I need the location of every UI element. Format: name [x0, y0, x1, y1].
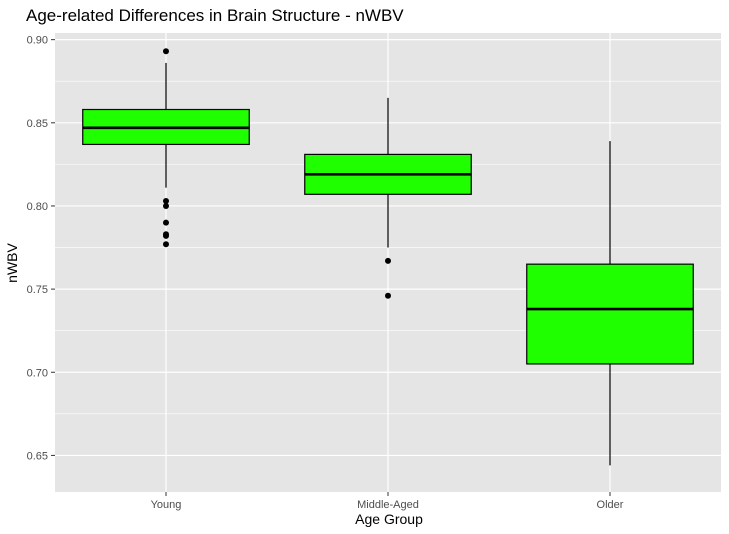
x-tick-label: Young — [151, 499, 182, 511]
outlier-point — [163, 202, 169, 209]
outlier-point — [385, 292, 391, 299]
box-middle-aged — [304, 97, 472, 299]
y-tick-label: 0.70 — [27, 367, 48, 379]
outlier-point — [163, 197, 169, 204]
box-young — [82, 48, 250, 248]
y-tick-label: 0.90 — [27, 35, 48, 47]
outlier-point — [163, 232, 169, 239]
y-tick-label: 0.65 — [27, 450, 48, 462]
x-tick-label: Older — [597, 499, 624, 511]
y-tick-label: 0.85 — [27, 118, 48, 130]
outlier-point — [385, 257, 391, 264]
chart-title: Age-related Differences in Brain Structu… — [26, 6, 404, 25]
outlier-point — [163, 48, 169, 55]
y-axis: 0.65 0.70 0.75 0.80 0.85 0.90 — [27, 35, 55, 462]
boxes — [82, 48, 694, 466]
y-tick-label: 0.80 — [27, 201, 48, 213]
y-tick-label: 0.75 — [27, 284, 48, 296]
outlier-point — [163, 219, 169, 226]
y-axis-title: nWBV — [4, 243, 20, 283]
box-older — [526, 141, 694, 466]
outlier-point — [163, 241, 169, 248]
iqr-box — [526, 263, 694, 365]
x-tick-label: Middle-Aged — [357, 499, 419, 511]
x-axis: Young Middle-Aged Older — [151, 492, 624, 511]
x-axis-title: Age Group — [355, 511, 423, 527]
